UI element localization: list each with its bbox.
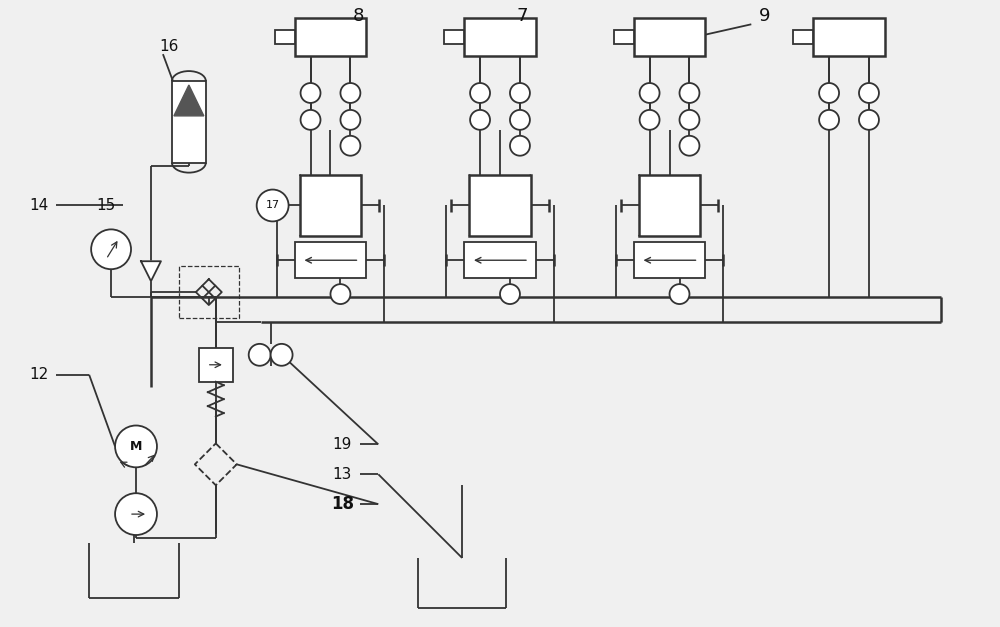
Polygon shape	[174, 85, 204, 116]
Circle shape	[819, 110, 839, 130]
Circle shape	[340, 83, 360, 103]
Text: 18: 18	[331, 495, 354, 513]
Circle shape	[680, 136, 699, 155]
Circle shape	[510, 136, 530, 155]
Text: 15: 15	[96, 198, 116, 213]
Circle shape	[859, 110, 879, 130]
Circle shape	[680, 110, 699, 130]
Bar	[444, 30, 464, 44]
Circle shape	[91, 229, 131, 269]
Bar	[639, 174, 700, 236]
Circle shape	[115, 493, 157, 535]
Circle shape	[301, 83, 320, 103]
Text: 14: 14	[30, 198, 49, 213]
Bar	[199, 348, 233, 382]
Circle shape	[819, 83, 839, 103]
Circle shape	[470, 83, 490, 103]
Bar	[275, 30, 295, 44]
Bar	[634, 242, 705, 278]
Polygon shape	[141, 261, 161, 281]
Circle shape	[500, 284, 520, 304]
Circle shape	[249, 344, 271, 366]
Circle shape	[271, 344, 293, 366]
Bar	[614, 30, 634, 44]
Bar	[634, 18, 705, 56]
Circle shape	[510, 110, 530, 130]
Text: 13: 13	[333, 466, 352, 482]
Text: 19: 19	[333, 437, 352, 452]
Circle shape	[115, 426, 157, 467]
Text: 9: 9	[759, 8, 770, 25]
Text: 7: 7	[516, 8, 528, 25]
Text: M: M	[130, 440, 142, 453]
Circle shape	[340, 110, 360, 130]
Bar	[300, 174, 361, 236]
Bar	[464, 242, 536, 278]
Circle shape	[680, 83, 699, 103]
Text: 16: 16	[159, 39, 179, 54]
Circle shape	[640, 83, 660, 103]
Bar	[295, 18, 366, 56]
Circle shape	[640, 110, 660, 130]
Circle shape	[859, 83, 879, 103]
Bar	[179, 266, 239, 318]
Text: 12: 12	[30, 367, 49, 382]
Circle shape	[257, 189, 289, 221]
Circle shape	[340, 136, 360, 155]
Bar	[172, 81, 206, 162]
Bar	[469, 174, 531, 236]
Circle shape	[670, 284, 689, 304]
Bar	[295, 242, 366, 278]
Bar	[793, 30, 813, 44]
Text: 8: 8	[353, 8, 364, 25]
Circle shape	[330, 284, 350, 304]
Text: 17: 17	[266, 201, 280, 211]
Circle shape	[510, 83, 530, 103]
Circle shape	[470, 110, 490, 130]
Bar	[464, 18, 536, 56]
Circle shape	[301, 110, 320, 130]
Bar	[813, 18, 885, 56]
